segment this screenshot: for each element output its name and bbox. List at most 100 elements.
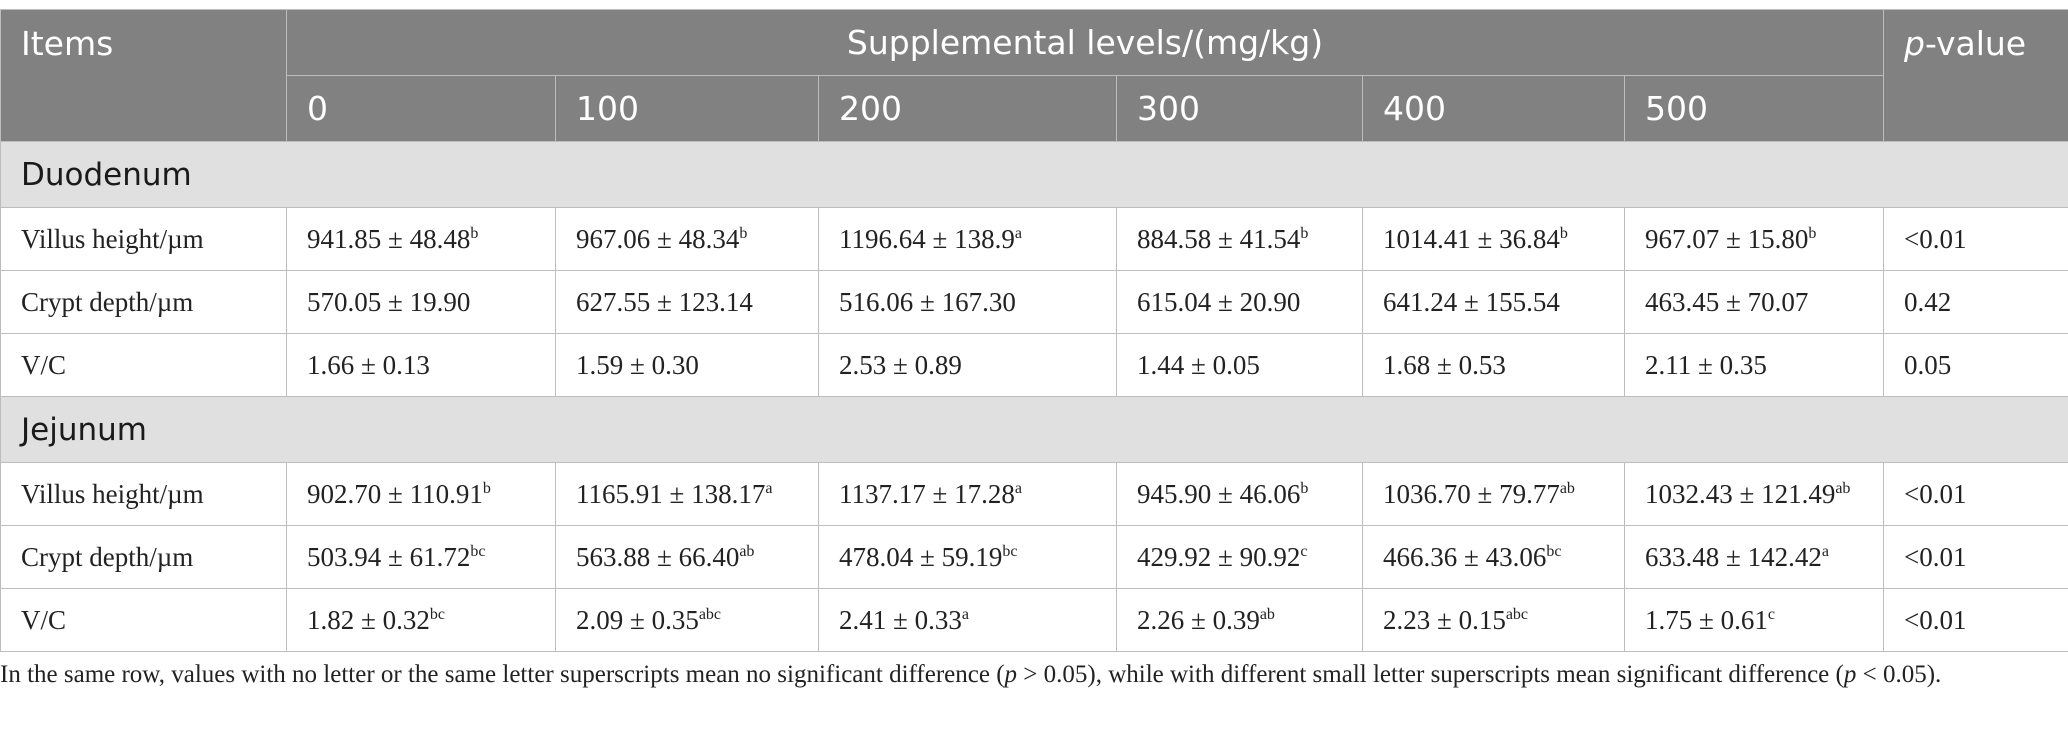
value-cell: 1.75 ± 0.61c	[1624, 588, 1884, 652]
row-label: Crypt depth/µm	[0, 270, 287, 334]
value-text: 563.88 ± 66.40	[576, 541, 740, 572]
value-text: 1032.43 ± 121.49	[1645, 478, 1836, 509]
value-cell: 1137.17 ± 17.28a	[818, 462, 1117, 526]
value-text: 641.24 ± 155.54	[1383, 286, 1560, 317]
header-level-0: 0	[286, 75, 556, 142]
value-cell: 478.04 ± 59.19bc	[818, 525, 1117, 589]
header-row-top: Items Supplemental levels/(mg/kg) p-valu…	[0, 9, 2068, 142]
table-row: Crypt depth/µm 503.94 ± 61.72 bc 563.88 ± 6…	[0, 525, 2068, 589]
value-cell: 563.88 ± 66.40ab	[555, 525, 819, 589]
value-cell: 615.04 ± 20.90	[1116, 270, 1363, 334]
value-text: 429.92 ± 90.92	[1137, 541, 1301, 572]
value-cell: 429.92 ± 90.92c	[1116, 525, 1363, 589]
section-label: Duodenum	[0, 141, 2068, 208]
section-row: Duodenum	[0, 141, 2068, 208]
p-value-cell: <0.01	[1883, 462, 2068, 526]
significance-letter: a	[1014, 479, 1022, 497]
value-cell: 516.06 ± 167.30	[818, 270, 1117, 334]
value-text: 516.06 ± 167.30	[839, 286, 1016, 317]
results-table-container: Items Supplemental levels/(mg/kg) p-valu…	[0, 9, 2068, 652]
value-text: 967.07 ± 15.80	[1645, 223, 1809, 254]
p-value-cell: <0.01	[1883, 588, 2068, 652]
table-row: Crypt depth/µm 570.05 ± 19.90 627.55 ± 123…	[0, 270, 2068, 334]
value-text: 1.82 ± 0.32	[307, 604, 430, 635]
value-cell: 1196.64 ± 138.9a	[818, 207, 1117, 271]
value-text: 1.68 ± 0.53	[1383, 349, 1506, 380]
value-text: 1196.64 ± 138.9	[839, 223, 1015, 254]
value-text: 503.94 ± 61.72	[307, 541, 471, 572]
value-cell: 902.70 ± 110.91b	[286, 462, 556, 526]
significance-letter: abc	[1505, 605, 1529, 623]
row-label: V/C	[0, 588, 287, 652]
value-text: 1036.70 ± 79.77	[1383, 478, 1560, 509]
value-cell: 1014.41 ± 36.84b	[1362, 207, 1625, 271]
value-cell: 2.53 ± 0.89	[818, 333, 1117, 397]
significance-letter: bc	[1002, 542, 1018, 560]
value-cell: 1032.43 ± 121.49ab	[1624, 462, 1884, 526]
row-label: V/C	[0, 333, 287, 397]
footnote-text-3: < 0.05).	[1856, 661, 1942, 688]
significance-letter: bc	[1546, 542, 1562, 560]
section-label: Jejunum	[0, 396, 2068, 463]
significance-letter: b	[1559, 224, 1568, 242]
value-text: 902.70 ± 110.91	[307, 478, 483, 509]
value-text: 2.23 ± 0.15	[1383, 604, 1506, 635]
p-value-cell: <0.01	[1883, 525, 2068, 589]
value-cell: 2.23 ± 0.15abc	[1362, 588, 1625, 652]
significance-letter: b	[739, 224, 748, 242]
value-cell: 967.07 ± 15.80b	[1624, 207, 1884, 271]
table-body: Duodenum Villus height/µm 941.85 ± 48.48b 9…	[0, 141, 2068, 652]
significance-letter: c	[1300, 542, 1308, 560]
value-cell: 1.66 ± 0.13	[286, 333, 556, 397]
table-row: V/C 1.66 ± 0.13 1.59 ± 0.30 2.53 ± 0.89 1.44…	[0, 333, 2068, 397]
value-text: 478.04 ± 59.19	[839, 541, 1003, 572]
significance-letter: b	[482, 479, 491, 497]
value-text: 633.48 ± 142.42	[1645, 541, 1822, 572]
value-cell: 1036.70 ± 79.77ab	[1362, 462, 1625, 526]
value-cell: 2.26 ± 0.39ab	[1116, 588, 1363, 652]
row-label: Crypt depth/µm	[0, 525, 287, 589]
footnote-p-2: p	[1843, 661, 1857, 688]
row-label: Villus height/µm	[0, 207, 287, 271]
significance-letter: ab	[1559, 479, 1575, 497]
table-footnote: In the same row, values with no letter o…	[0, 658, 1980, 692]
p-suffix: -value	[1924, 24, 2027, 63]
value-text: 1.75 ± 0.61	[1645, 604, 1768, 635]
value-cell: 1.44 ± 0.05	[1116, 333, 1363, 397]
value-text: 1165.91 ± 138.17	[576, 478, 766, 509]
value-cell: 633.48 ± 142.42a	[1624, 525, 1884, 589]
value-text: 967.06 ± 48.34	[576, 223, 740, 254]
value-cell: 945.90 ± 46.06b	[1116, 462, 1363, 526]
value-text: 2.41 ± 0.33	[839, 604, 962, 635]
p-value-cell: 0.42	[1883, 270, 2068, 334]
value-cell: 2.11 ± 0.35	[1624, 333, 1884, 397]
value-cell: 2.41 ± 0.33a	[818, 588, 1117, 652]
table-row: Villus height/µm 902.70 ± 110.91b 1165.91 …	[0, 462, 2068, 526]
significance-letter: b	[470, 224, 479, 242]
significance-letter: b	[1808, 224, 1817, 242]
value-text: 627.55 ± 123.14	[576, 286, 753, 317]
row-label: Villus height/µm	[0, 462, 287, 526]
value-text: 1.44 ± 0.05	[1137, 349, 1260, 380]
header-level-200: 200	[818, 75, 1117, 142]
significance-letter: b	[1300, 224, 1309, 242]
significance-letter: a	[1821, 542, 1829, 560]
header-row-levels: 0 100 200 300 400 500	[1, 75, 2068, 142]
p-value-cell: 0.05	[1883, 333, 2068, 397]
significance-letter: abc	[698, 605, 722, 623]
significance-letter: a	[961, 605, 969, 623]
value-cell: 1.82 ± 0.32bc	[286, 588, 556, 652]
significance-letter: ab	[1835, 479, 1851, 497]
value-text: 1.59 ± 0.30	[576, 349, 699, 380]
value-text: 884.58 ± 41.54	[1137, 223, 1301, 254]
value-cell: 2.09 ± 0.35abc	[555, 588, 819, 652]
value-cell: 570.05 ± 19.90	[286, 270, 556, 334]
significance-letter: ab	[1259, 605, 1275, 623]
table-row: V/C 1.82 ± 0.32bc 2.09 ± 0.35abc 2.41 ± 0.3…	[0, 588, 2068, 652]
footnote-text-2: > 0.05), while with different small lett…	[1017, 661, 1844, 688]
significance-letter: c	[1767, 605, 1775, 623]
value-text: 1014.41 ± 36.84	[1383, 223, 1560, 254]
header-level-300: 300	[1116, 75, 1363, 142]
value-cell: 1.68 ± 0.53	[1362, 333, 1625, 397]
value-text: 941.85 ± 48.48	[307, 223, 471, 254]
